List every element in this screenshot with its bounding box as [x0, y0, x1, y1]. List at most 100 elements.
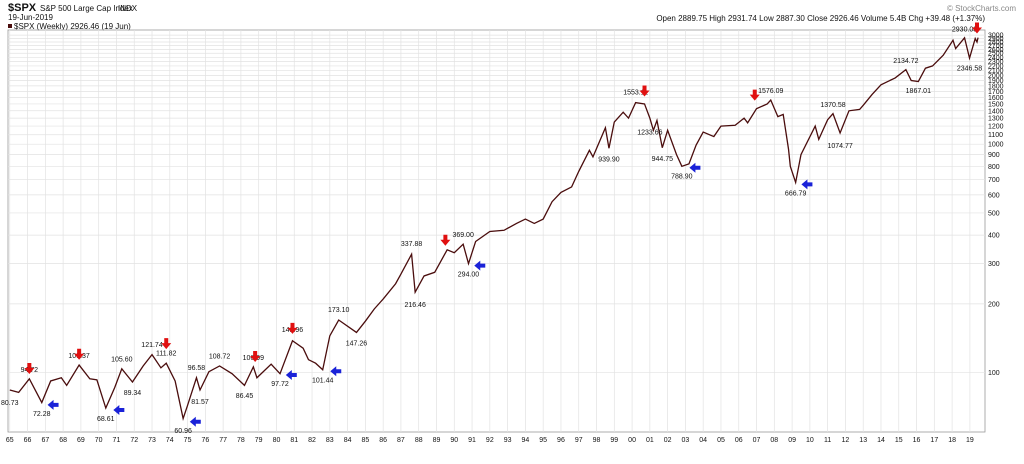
x-tick-label: 91: [468, 437, 476, 444]
x-tick-label: 04: [699, 437, 707, 444]
y-tick-label: 100: [988, 370, 1000, 377]
buy-arrow: [689, 162, 701, 173]
trough-label: 1867.01: [906, 88, 931, 95]
sell-arrow: [639, 85, 650, 97]
sell-arrow: [749, 89, 760, 101]
x-tick-label: 14: [877, 437, 885, 444]
x-tick-label: 97: [575, 437, 583, 444]
y-tick-label: 2600: [988, 47, 1004, 54]
trough-label: 216.46: [404, 302, 426, 309]
x-tick-label: 93: [504, 437, 512, 444]
sell-arrow: [161, 338, 172, 350]
x-tick-label: 94: [521, 437, 529, 444]
x-tick-label: 12: [842, 437, 850, 444]
y-tick-label: 2500: [988, 51, 1004, 58]
y-tick-label: 1600: [988, 95, 1004, 102]
x-tick-label: 10: [806, 437, 814, 444]
x-tick-label: 73: [148, 437, 156, 444]
x-tick-label: 06: [735, 437, 743, 444]
y-tick-label: 2700: [988, 43, 1004, 50]
x-tick-label: 95: [539, 437, 547, 444]
trough-label: 72.28: [33, 411, 51, 418]
peak-label: 337.88: [401, 241, 423, 248]
sell-arrow: [24, 363, 35, 375]
trough-label: 1233.66: [637, 129, 662, 136]
peak-label: 96.58: [188, 365, 206, 372]
buy-arrow: [801, 179, 813, 190]
y-tick-label: 2400: [988, 55, 1004, 62]
peak-label: 1553.11: [623, 89, 648, 96]
y-tick-label: 400: [988, 233, 1000, 240]
x-tick-label: 18: [948, 437, 956, 444]
x-tick-label: 72: [130, 437, 138, 444]
sell-arrow: [287, 322, 298, 334]
buy-arrow: [285, 369, 297, 380]
x-tick-label: 00: [628, 437, 636, 444]
y-tick-label: 800: [988, 164, 1000, 171]
x-tick-label: 84: [344, 437, 352, 444]
legend-label: $SPX (Weekly) 2926.46 (19 Jun): [14, 22, 131, 31]
chart-subtitle: S&P 500 Large Cap Index: [40, 4, 133, 13]
y-tick-label: 300: [988, 261, 1000, 268]
x-tick-label: 89: [433, 437, 441, 444]
trough-label: 1074.77: [827, 143, 852, 150]
plot-frame: [7, 29, 986, 433]
x-tick-label: 17: [930, 437, 938, 444]
y-tick-label: 700: [988, 177, 1000, 184]
x-tick-label: 05: [717, 437, 725, 444]
trough-label: 68.61: [97, 416, 115, 423]
x-tick-label: 76: [201, 437, 209, 444]
x-tick-label: 07: [753, 437, 761, 444]
buy-arrow: [474, 260, 486, 271]
x-tick-label: 98: [593, 437, 601, 444]
x-tick-label: 69: [77, 437, 85, 444]
y-tick-label: 2800: [988, 40, 1004, 47]
y-tick-label: 2100: [988, 68, 1004, 75]
quote: Open 2889.75 High 2931.74 Low 2887.30 Cl…: [656, 14, 985, 23]
buy-arrow: [113, 405, 125, 416]
x-tick-label: 90: [450, 437, 458, 444]
x-tick-label: 85: [361, 437, 369, 444]
y-tick-label: 900: [988, 152, 1000, 159]
y-tick-label: 600: [988, 192, 1000, 199]
x-tick-label: 83: [326, 437, 334, 444]
trough-label: 147.26: [346, 340, 368, 347]
sell-arrow: [250, 350, 261, 362]
trough-label: 294.00: [458, 272, 480, 279]
price-line: [9, 36, 979, 421]
x-tick-label: 02: [664, 437, 672, 444]
peak-label: 369.00: [452, 232, 474, 239]
y-tick-label: 1700: [988, 89, 1004, 96]
peak-label: 105.60: [111, 356, 133, 363]
buy-arrow: [47, 399, 59, 410]
peak-label: 2930.03: [952, 26, 977, 33]
sell-arrow: [971, 22, 982, 34]
x-tick-label: 92: [486, 437, 494, 444]
y-tick-label: 1000: [988, 142, 1004, 149]
peak-label: 1576.09: [758, 88, 783, 95]
peak-label: 111.82: [156, 351, 176, 358]
x-tick-label: 11: [824, 437, 831, 444]
x-tick-label: 16: [913, 437, 921, 444]
trough-label: 788.90: [671, 174, 693, 181]
trough-label: 944.75: [652, 156, 674, 163]
chart-title: $SPX: [8, 2, 37, 14]
x-tick-label: 80: [273, 437, 281, 444]
x-tick-label: 68: [59, 437, 67, 444]
x-tick-label: 09: [788, 437, 796, 444]
trough-label: 666.79: [785, 190, 807, 197]
x-tick-label: 81: [290, 437, 298, 444]
y-tick-label: 1200: [988, 124, 1004, 131]
x-tick-label: 74: [166, 437, 174, 444]
y-tick-label: 2000: [988, 73, 1004, 80]
x-tick-label: 82: [308, 437, 316, 444]
y-tick-label: 2200: [988, 63, 1004, 70]
x-tick-label: 99: [610, 437, 618, 444]
y-tick-label: 1900: [988, 78, 1004, 85]
trough-label: 2346.58: [957, 66, 982, 73]
x-tick-label: 03: [682, 437, 690, 444]
x-tick-label: 13: [859, 437, 867, 444]
x-tick-label: 19: [966, 437, 974, 444]
